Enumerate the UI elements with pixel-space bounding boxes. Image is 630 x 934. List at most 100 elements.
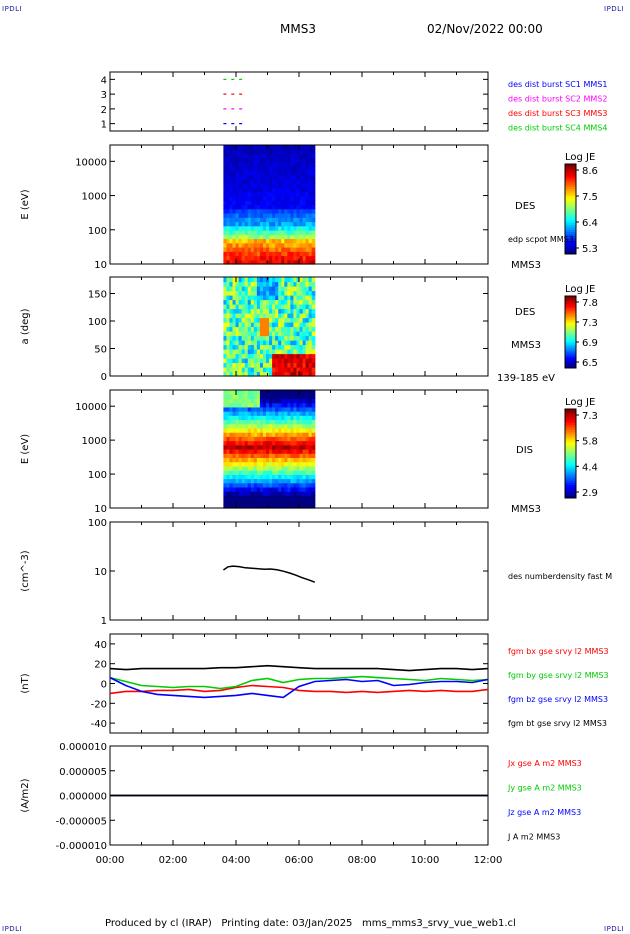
heatmap-cell: [296, 457, 301, 463]
legend-entry: des numberdensity fast M: [508, 572, 612, 581]
heatmap-cell: [275, 251, 279, 257]
heatmap-cell: [223, 204, 228, 210]
heatmap-cell: [275, 427, 279, 433]
heatmap-cell: [247, 449, 252, 454]
heatmap-cell: [278, 242, 282, 248]
heatmap-cell: [241, 349, 246, 355]
colorbar-segment: [565, 175, 576, 178]
heatmap-cell: [259, 402, 264, 408]
heatmap-cell: [275, 213, 279, 218]
heatmap-cell: [256, 371, 261, 377]
heatmap-cell: [262, 491, 267, 496]
heatmap-cell: [241, 166, 246, 172]
heatmap-cell: [305, 157, 310, 163]
heatmap-cell: [290, 187, 295, 193]
heatmap-cell: [256, 225, 261, 231]
heatmap-cell: [235, 326, 240, 332]
heatmap-cell: [296, 304, 301, 310]
heatmap-cell: [259, 474, 264, 480]
heatmap-cell: [262, 308, 267, 314]
heatmap-cell: [229, 183, 234, 189]
colorbar-segment: [565, 306, 576, 310]
heatmap-cell: [278, 474, 282, 480]
heatmap-cell: [275, 402, 279, 408]
heatmap-cell: [259, 251, 264, 257]
heatmap-cell: [226, 242, 231, 248]
heatmap-cell: [266, 326, 270, 332]
heatmap-cell: [293, 449, 298, 454]
heatmap-cell: [253, 308, 258, 314]
heatmap-cell: [299, 225, 304, 231]
heatmap-cell: [256, 217, 261, 223]
heatmap-cell: [244, 238, 249, 244]
heatmap-cell: [244, 358, 249, 364]
heatmap-cell: [229, 423, 234, 429]
heatmap-cell: [290, 145, 295, 150]
heatmap-cell: [235, 349, 240, 355]
heatmap-cell: [308, 153, 313, 159]
heatmap-cell: [272, 406, 276, 412]
heatmap-cell: [287, 440, 291, 446]
heatmap-cell: [284, 308, 288, 314]
heatmap-cell: [293, 491, 298, 496]
heatmap-cell: [266, 313, 270, 319]
heatmap-cell: [241, 486, 246, 492]
heatmap-cell: [247, 491, 252, 496]
heatmap-cell: [247, 402, 252, 408]
heatmap-cell: [311, 187, 316, 193]
heatmap-cell: [275, 299, 279, 305]
heatmap-cell: [281, 225, 285, 231]
heatmap-cell: [247, 290, 252, 296]
heatmap-cell: [256, 221, 261, 227]
heatmap-cell: [311, 157, 316, 163]
heatmap-cell: [269, 398, 273, 404]
heatmap-cell: [281, 478, 285, 484]
heatmap-cell: [299, 402, 304, 408]
footer-produced-by: Produced by cl (IRAP): [105, 918, 212, 929]
colorbar-tick-label: 2.9: [582, 488, 598, 499]
heatmap-cell: [311, 390, 316, 395]
heatmap-cell: [235, 423, 240, 429]
heatmap-cell: [284, 402, 288, 408]
heatmap-cell: [226, 436, 231, 442]
heatmap-cell: [262, 234, 267, 240]
heatmap-cell: [229, 440, 234, 446]
colorbar-segment: [565, 417, 576, 421]
heatmap-cell: [308, 449, 313, 454]
heatmap-cell: [305, 432, 310, 437]
heatmap-cell: [253, 449, 258, 454]
heatmap-cell: [235, 367, 240, 373]
heatmap-cell: [238, 196, 243, 201]
heatmap-cell: [235, 149, 240, 155]
heatmap-cell: [302, 411, 307, 416]
colorbar-segment: [565, 440, 576, 443]
heatmap-cell: [287, 495, 291, 501]
heatmap-cell: [232, 419, 237, 425]
heatmap-cell: [287, 187, 291, 193]
date-title: 02/Nov/2022 00:00: [427, 22, 543, 36]
heatmap-cell: [305, 170, 310, 176]
heatmap-cell: [278, 191, 282, 197]
heatmap-cell: [259, 326, 264, 332]
heatmap-cell: [284, 432, 288, 437]
heatmap-cell: [226, 317, 231, 323]
y-tick-label: 50: [94, 345, 107, 356]
heatmap-cell: [223, 419, 228, 425]
heatmap-cell: [223, 449, 228, 454]
heatmap-cell: [235, 157, 240, 163]
heatmap-cell: [311, 149, 316, 155]
heatmap-cell: [250, 340, 255, 346]
y-tick-label: 150: [88, 290, 107, 301]
heatmap-cell: [229, 191, 234, 197]
heatmap-cell: [287, 200, 291, 206]
colorbar-segment: [565, 184, 576, 187]
heatmap-cell: [287, 247, 291, 252]
heatmap-cell: [223, 362, 228, 368]
heatmap-cell: [223, 470, 228, 475]
heatmap-cell: [256, 145, 261, 150]
heatmap-cell: [226, 335, 231, 341]
heatmap-cell: [226, 179, 231, 184]
heatmap-cell: [262, 281, 267, 287]
heatmap-cell: [266, 449, 270, 454]
heatmap-cell: [241, 440, 246, 446]
